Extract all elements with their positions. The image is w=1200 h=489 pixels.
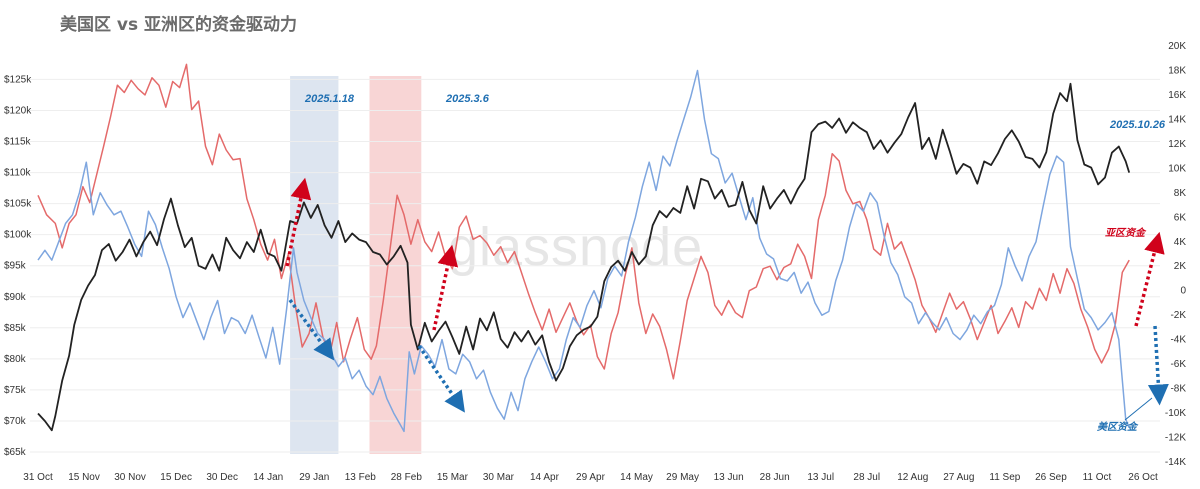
right-tick-label: 6K [1174, 212, 1187, 223]
x-tick-label: 15 Mar [437, 472, 469, 483]
trend-arrow-0 [285, 177, 312, 267]
left-tick-label: $95k [4, 261, 27, 272]
series-line-2 [37, 69, 1130, 433]
event-label-mar: 2025.3.6 [445, 93, 490, 105]
annotation-leader [1124, 397, 1153, 421]
left-tick-label: $110k [4, 168, 32, 179]
right-tick-label: -4K [1170, 335, 1186, 346]
x-tick-label: 11 Sep [989, 472, 1020, 483]
x-tick-label: 30 Mar [483, 472, 515, 483]
x-axis: 31 Oct 15 Nov 30 Nov 15 Dec 30 Dec 14 Jan 29 J… [23, 472, 1158, 483]
left-tick-label: $75k [4, 385, 27, 396]
left-tick-label: $115k [4, 137, 32, 148]
right-tick-label: -10K [1165, 408, 1186, 419]
x-tick-label: 28 Feb [391, 472, 423, 483]
right-tick-label: 2K [1174, 261, 1187, 272]
right-axis: -14K -12K -10K -8K -6K -4K -2K 0 2K 4K 6K 8K 10K 12K 1… [1165, 41, 1187, 468]
left-tick-label: $105k [4, 199, 32, 210]
x-tick-label: 13 Feb [345, 472, 377, 483]
left-tick-label: $90k [4, 292, 27, 303]
event-label-oct: 2025.10.26 [1109, 119, 1166, 131]
left-tick-label: $65k [4, 447, 27, 458]
trend-arrow-3 [417, 345, 465, 413]
left-tick-label: $125k [4, 74, 32, 85]
x-tick-label: 14 Jan [253, 472, 283, 483]
x-tick-label: 28 Jun [760, 472, 790, 483]
right-tick-label: -8K [1170, 384, 1186, 395]
x-tick-label: 26 Sep [1035, 472, 1067, 483]
x-tick-label: 29 May [666, 472, 699, 483]
watermark: glassnode [448, 217, 703, 277]
x-tick-label: 29 Jan [299, 472, 329, 483]
trend-arrow-4 [1134, 231, 1165, 327]
trend-arrows [285, 177, 1169, 421]
series-line-1 [37, 63, 1130, 380]
x-tick-label: 12 Aug [897, 472, 928, 483]
left-tick-label: $85k [4, 323, 27, 334]
left-tick-label: $80k [4, 354, 27, 365]
x-tick-label: 14 Apr [530, 472, 560, 483]
left-axis: $65k $70k $75k $80k $85k $90k $95k $100k $105k $1… [4, 74, 32, 458]
x-tick-label: 31 Oct [23, 472, 53, 483]
right-tick-label: -2K [1170, 310, 1186, 321]
event-shade-1 [369, 76, 422, 454]
trend-arrow-2 [432, 244, 459, 331]
right-tick-label: -6K [1170, 359, 1186, 370]
x-tick-label: 11 Oct [1083, 472, 1112, 483]
x-tick-label: 13 Jun [714, 472, 744, 483]
x-tick-label: 27 Aug [943, 472, 974, 483]
chart-title: 美国区 vs 亚洲区的资金驱动力 [60, 14, 297, 35]
event-label-jan: 2025.1.18 [304, 93, 355, 105]
x-tick-label: 30 Nov [114, 472, 146, 483]
right-tick-label: 4K [1174, 237, 1187, 248]
x-tick-label: 13 Jul [807, 472, 834, 483]
event-shades [290, 76, 422, 454]
left-tick-label: $120k [4, 105, 32, 116]
right-tick-label: 0 [1180, 286, 1186, 297]
right-tick-label: 18K [1168, 65, 1186, 76]
event-shade-0 [290, 76, 339, 454]
x-tick-label: 14 May [620, 472, 653, 483]
right-tick-label: 14K [1168, 114, 1186, 125]
right-tick-label: 12K [1168, 139, 1186, 150]
us-flow-annotation: 美区资金 [1097, 421, 1139, 433]
asia-flow-annotation: 亚区资金 [1105, 227, 1147, 239]
x-tick-label: 30 Dec [206, 472, 238, 483]
right-tick-label: 16K [1168, 90, 1186, 101]
left-tick-label: $70k [4, 416, 27, 427]
x-tick-label: 29 Apr [576, 472, 606, 483]
series-lines [37, 63, 1131, 433]
trend-arrow-1 [288, 298, 335, 361]
trend-arrow-5 [1147, 325, 1169, 406]
right-tick-label: -14K [1165, 457, 1186, 468]
right-tick-label: 20K [1168, 41, 1186, 52]
x-tick-label: 28 Jul [853, 472, 880, 483]
x-tick-label: 15 Nov [68, 472, 100, 483]
x-tick-label: 26 Oct [1128, 472, 1158, 483]
x-tick-label: 15 Dec [160, 472, 192, 483]
right-tick-label: -12K [1165, 433, 1186, 444]
right-tick-label: 10K [1168, 163, 1186, 174]
right-tick-label: 8K [1174, 188, 1187, 199]
series-line-0 [37, 82, 1131, 432]
left-tick-label: $100k [4, 230, 32, 241]
